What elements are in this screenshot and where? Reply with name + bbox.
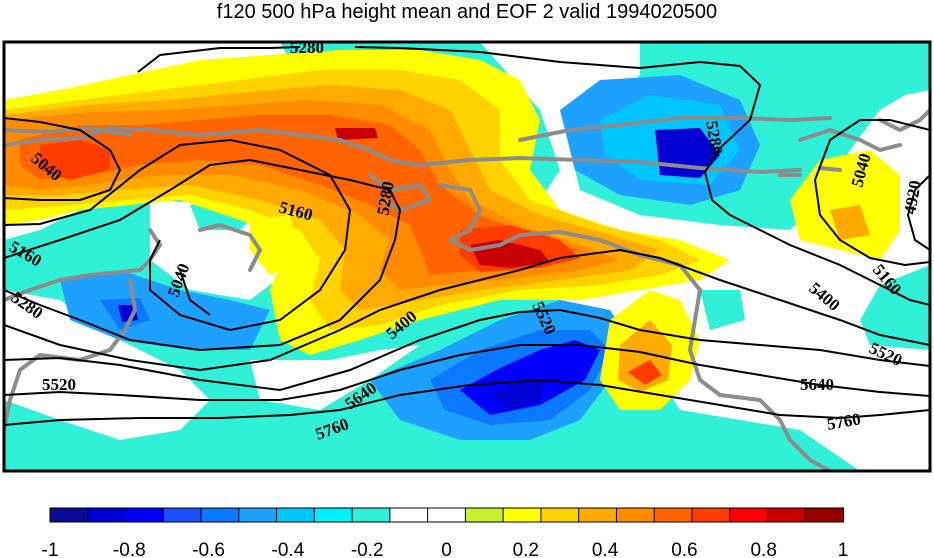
colorbar-bin	[766, 507, 807, 523]
contour-5040-west	[4, 117, 122, 201]
height-contours	[4, 46, 930, 426]
colorbar-bin	[238, 507, 278, 523]
colorbar-tick-label: 0.8	[750, 540, 776, 558]
contour-5280-north	[137, 46, 762, 231]
colorbar-bin	[653, 507, 693, 523]
colorbar-bin	[313, 507, 354, 523]
contour-5400	[4, 248, 930, 372]
colorbar-tick-label: -0.4	[272, 540, 305, 558]
shading-yellow-east	[790, 150, 900, 260]
colorbar-bin	[125, 507, 165, 523]
shading-red-west	[40, 140, 110, 180]
colorbar-tick-label: -0.6	[192, 540, 225, 558]
contour-5280-west	[4, 158, 402, 352]
shading-red-orange-main	[20, 115, 580, 275]
map-frame	[2, 40, 932, 473]
shading-white-zone	[4, 290, 210, 440]
coastline-west	[4, 223, 262, 302]
shading-blue-south-darkest	[490, 380, 545, 410]
colorbar-bin	[351, 507, 391, 523]
colorbar-tick-label: 0.2	[513, 540, 539, 558]
colorbar-bin	[502, 507, 542, 523]
shading-cyan-patch	[820, 55, 930, 100]
colorbar-tick-label: -0.8	[113, 540, 146, 558]
contour-5640	[4, 344, 930, 401]
shading-red-southeast	[628, 360, 662, 385]
coastline-arctic	[518, 116, 832, 142]
colorbar-tick-label: 0	[441, 540, 452, 558]
coastline-north2	[4, 126, 132, 137]
colorbar-bin	[49, 507, 89, 523]
contour-5160-mid	[4, 138, 352, 332]
colorbar-bin	[615, 507, 656, 523]
shading-blue-southwest	[60, 270, 270, 350]
colorbar-bin	[162, 507, 203, 523]
contour-label: 5640	[800, 375, 834, 394]
colorbar-tick-label: 1	[838, 540, 849, 558]
colorbar-bin	[87, 507, 127, 523]
colorbar-tick-label: -0.2	[351, 540, 384, 558]
contour-4920-east	[906, 174, 930, 251]
colorbar-bin	[804, 507, 844, 523]
colorbar-bin	[427, 507, 467, 523]
colorbar-bin	[464, 507, 505, 523]
shading-orange-east	[830, 205, 870, 240]
colorbar-tick-label: 0.6	[671, 540, 697, 558]
contour-5040-center	[179, 269, 211, 316]
eof-shading	[4, 42, 930, 471]
coastline-north	[4, 126, 802, 174]
map-title: f120 500 hPa height mean and EOF 2 valid…	[216, 1, 718, 23]
shading-cyan-patch	[700, 290, 745, 330]
coastline-bay	[368, 173, 722, 397]
colorbar-bin	[578, 507, 618, 523]
contour-5760	[4, 378, 930, 426]
shading-darkred-north	[335, 128, 378, 140]
colorbar-bin	[729, 507, 769, 523]
contour-5040-east	[813, 119, 930, 267]
contour-5160-east	[759, 229, 930, 306]
colorbar-tick-label: -1	[42, 540, 59, 558]
shading-yellow-west	[250, 215, 300, 275]
shading-white-zone	[250, 345, 420, 410]
colorbar-bin	[691, 507, 731, 523]
colorbar-bin	[540, 507, 580, 523]
colorbar-bin	[200, 507, 240, 523]
colorbar-bin	[389, 507, 429, 523]
colorbar: -1 -0.8 -0.6 -0.4 -0.2 0 0.2 0.4 0.6 0.8 1	[42, 507, 849, 558]
contour-5520	[4, 308, 930, 392]
contour-label: 5520	[42, 375, 76, 394]
colorbar-tick-label: 0.4	[592, 540, 619, 558]
coastline-east	[718, 393, 832, 471]
colorbar-bin	[276, 507, 316, 523]
coastline-islands	[778, 166, 842, 177]
